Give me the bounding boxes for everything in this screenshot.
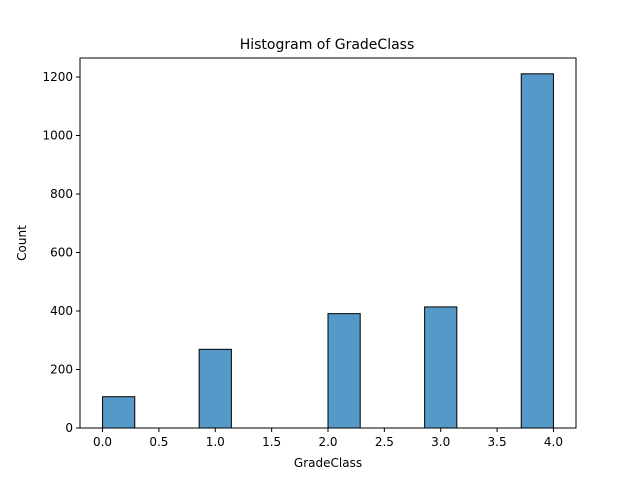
y-tick-label: 1000 xyxy=(42,129,73,143)
chart-title: Histogram of GradeClass xyxy=(240,37,415,53)
bars-group xyxy=(102,73,554,429)
x-tick-label: 3.0 xyxy=(431,435,450,449)
y-tick-label: 800 xyxy=(50,187,73,201)
x-tick-label: 0.5 xyxy=(149,435,168,449)
histogram-bar-0 xyxy=(102,396,136,429)
y-axis-ticks: 0 200 400 600 800 1000 1200 xyxy=(42,70,80,435)
y-tick-label: 0 xyxy=(65,421,73,435)
y-tick-label: 200 xyxy=(50,363,73,377)
x-tick-label: 3.5 xyxy=(488,435,507,449)
y-axis-label: Count xyxy=(15,225,29,261)
histogram-bar-7 xyxy=(327,313,361,429)
x-axis-label: GradeClass xyxy=(294,456,362,470)
x-tick-label: 2.0 xyxy=(318,435,337,449)
histogram-bar-13 xyxy=(520,73,554,429)
x-axis-ticks: 0.0 0.5 1.0 1.5 2.0 2.5 3.0 3.5 4.0 xyxy=(93,428,563,449)
y-tick-label: 1200 xyxy=(42,70,73,84)
x-tick-label: 2.5 xyxy=(375,435,394,449)
x-tick-label: 0.0 xyxy=(93,435,112,449)
histogram-bar-10 xyxy=(424,306,458,429)
x-tick-label: 4.0 xyxy=(544,435,563,449)
plot-frame xyxy=(79,57,577,429)
histogram-bar-3 xyxy=(198,348,232,429)
y-tick-label: 400 xyxy=(50,304,73,318)
x-tick-label: 1.0 xyxy=(206,435,225,449)
x-tick-label: 1.5 xyxy=(262,435,281,449)
y-tick-label: 600 xyxy=(50,246,73,260)
